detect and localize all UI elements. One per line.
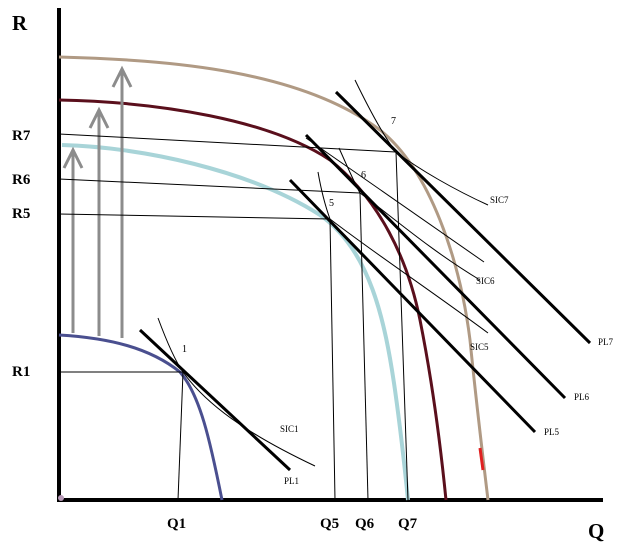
y-tick-r5: R5: [12, 206, 30, 222]
price-lines: [138, 90, 592, 472]
point-label-6: 6: [361, 170, 366, 181]
shift-arrows: [62, 65, 133, 338]
point-label-5: 5: [329, 198, 334, 209]
curve-5: [61, 143, 410, 501]
x-tick-q1: Q1: [167, 516, 186, 532]
point-label-1: 1: [182, 344, 187, 355]
sic6-label: SIC6: [476, 276, 495, 286]
origin-dot: [58, 495, 64, 501]
x-axis-label: Q: [588, 519, 604, 543]
curve-6: [58, 98, 448, 501]
sic5-label: SIC5: [470, 342, 489, 352]
curve-7-red-accent: [478, 447, 485, 471]
pl1-label: PL1: [284, 476, 299, 486]
point-label-7: 7: [391, 116, 396, 127]
x-tick-q6: Q6: [355, 516, 375, 532]
isocost-curves: [157, 79, 489, 467]
y-tick-r7: R7: [12, 128, 31, 144]
pl7-label: PL7: [598, 337, 614, 347]
curve-7: [58, 55, 490, 501]
x-tick-q7: Q7: [398, 516, 418, 532]
y-tick-r6: R6: [12, 172, 31, 188]
pl6-label: PL6: [574, 392, 590, 402]
horizontal-guides: [58, 133, 397, 373]
y-tick-r1: R1: [12, 364, 30, 380]
curve-1: [58, 333, 224, 501]
sic7-label: SIC7: [490, 195, 509, 205]
pl5-label: PL5: [544, 427, 560, 437]
vertical-guides: [177, 151, 409, 501]
y-axis-label: R: [12, 11, 28, 35]
sic1-label: SIC1: [280, 424, 299, 434]
x-tick-q5: Q5: [320, 516, 339, 532]
